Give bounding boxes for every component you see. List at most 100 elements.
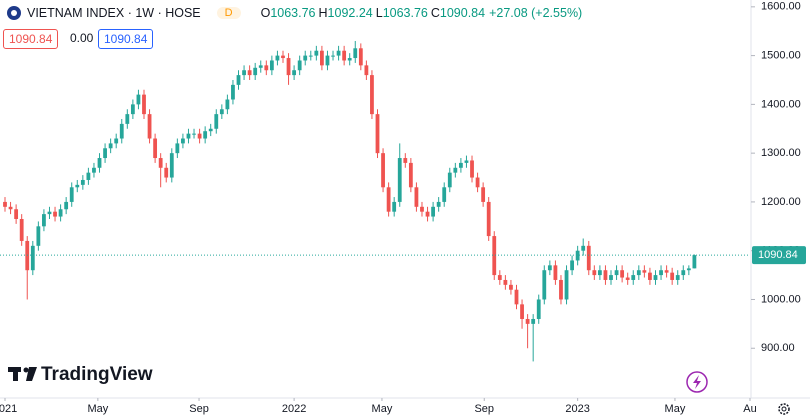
candle-body — [381, 153, 385, 188]
candle-body — [570, 260, 574, 271]
price-axis-bg — [751, 0, 810, 420]
candle-body — [447, 172, 452, 188]
candle-body — [181, 138, 185, 144]
candle-body — [292, 70, 297, 76]
candle-body — [653, 275, 658, 280]
ohlc-label: O — [260, 6, 271, 20]
candle-body — [58, 209, 63, 217]
candle-body — [303, 55, 308, 61]
candle-body — [164, 167, 169, 178]
candle-body — [514, 289, 519, 305]
candle-body — [142, 94, 146, 115]
candle-body — [358, 48, 363, 66]
candle-body — [331, 55, 335, 57]
candle-body — [614, 270, 619, 276]
candle-body — [397, 158, 402, 202]
candle-body — [670, 272, 675, 280]
candle-body — [336, 50, 341, 56]
candle-body — [470, 160, 474, 178]
candle-body — [47, 211, 52, 215]
ohlc-value: 1063.76 — [270, 6, 316, 20]
candle-body — [14, 209, 19, 219]
candle-body — [414, 187, 419, 207]
candle-body — [692, 255, 697, 269]
replay-icon[interactable] — [686, 371, 708, 393]
candle-body — [431, 206, 435, 217]
candle-body — [42, 214, 46, 227]
session-badge[interactable]: D — [216, 7, 241, 19]
candle-body — [203, 131, 208, 139]
candle-body — [258, 65, 263, 68]
x-tick-label: May — [372, 403, 393, 415]
logo: TradingView — [8, 364, 153, 385]
candle-body — [436, 201, 441, 207]
ohlc-value: 1092.24 — [327, 6, 373, 20]
candle-body — [392, 201, 397, 212]
candle-body — [442, 187, 447, 202]
logo-mark — [23, 367, 29, 373]
buy-button[interactable]: 1090.84 — [98, 29, 154, 49]
sell-button[interactable]: 1090.84 — [3, 29, 59, 49]
candle-body — [370, 75, 374, 115]
candle-body — [420, 206, 424, 212]
candle-body — [92, 167, 96, 173]
x-tick-label: Au — [743, 403, 756, 415]
candle-body — [503, 279, 508, 285]
replay-button[interactable] — [686, 371, 708, 393]
candle-body — [158, 158, 163, 168]
candle-body — [208, 128, 213, 132]
candle-body — [664, 270, 669, 273]
candle-body — [353, 48, 358, 59]
candle-body — [636, 270, 641, 276]
candle-body — [553, 265, 558, 280]
candle-body — [481, 187, 486, 202]
candle-body — [53, 211, 57, 217]
candle-body — [364, 65, 369, 76]
candle-body — [403, 158, 408, 163]
replay-icon[interactable] — [693, 375, 701, 389]
candle-body — [681, 270, 686, 276]
candle-body — [342, 50, 347, 61]
candle-body — [242, 70, 246, 76]
x-tick-label: May — [665, 403, 686, 415]
candle-body — [197, 133, 202, 139]
candle-body — [458, 162, 463, 168]
candle-body — [231, 84, 235, 100]
spread: 0.00 — [65, 29, 99, 47]
settings-button[interactable] — [778, 403, 790, 415]
candle-body — [125, 114, 130, 124]
candle-body — [225, 99, 230, 110]
y-tick-label: 1200.00 — [761, 196, 801, 208]
candle-body — [520, 304, 524, 319]
candle-body — [30, 245, 35, 271]
candle-body — [275, 55, 280, 61]
candle-body — [486, 201, 491, 237]
candle-body — [114, 138, 119, 144]
candle-body — [175, 143, 180, 154]
settings-icon[interactable] — [778, 403, 790, 415]
x-tick-label: 2021 — [0, 403, 17, 415]
candle-body — [186, 133, 191, 139]
candle-body — [19, 218, 24, 241]
candle-body — [564, 270, 569, 300]
candle-body — [464, 160, 469, 163]
candle-body — [386, 187, 391, 212]
candle-body — [509, 284, 513, 290]
candle-body — [269, 60, 274, 71]
candle-body — [648, 272, 652, 280]
symbol-title[interactable]: VIETNAM INDEX · 1W · HOSE — [27, 6, 201, 20]
candle-body — [542, 270, 547, 300]
candle-body — [103, 148, 107, 159]
y-tick-label: 900.00 — [761, 342, 795, 354]
candle-body — [642, 270, 647, 273]
settings-icon[interactable] — [781, 406, 787, 412]
candle-body — [253, 67, 258, 76]
ohlc-label: H — [318, 6, 328, 20]
candle-body — [620, 270, 625, 278]
candle-body — [408, 162, 413, 188]
logo-mark — [26, 367, 37, 381]
ohlc-label: L — [375, 6, 383, 20]
candle-body — [575, 250, 580, 261]
